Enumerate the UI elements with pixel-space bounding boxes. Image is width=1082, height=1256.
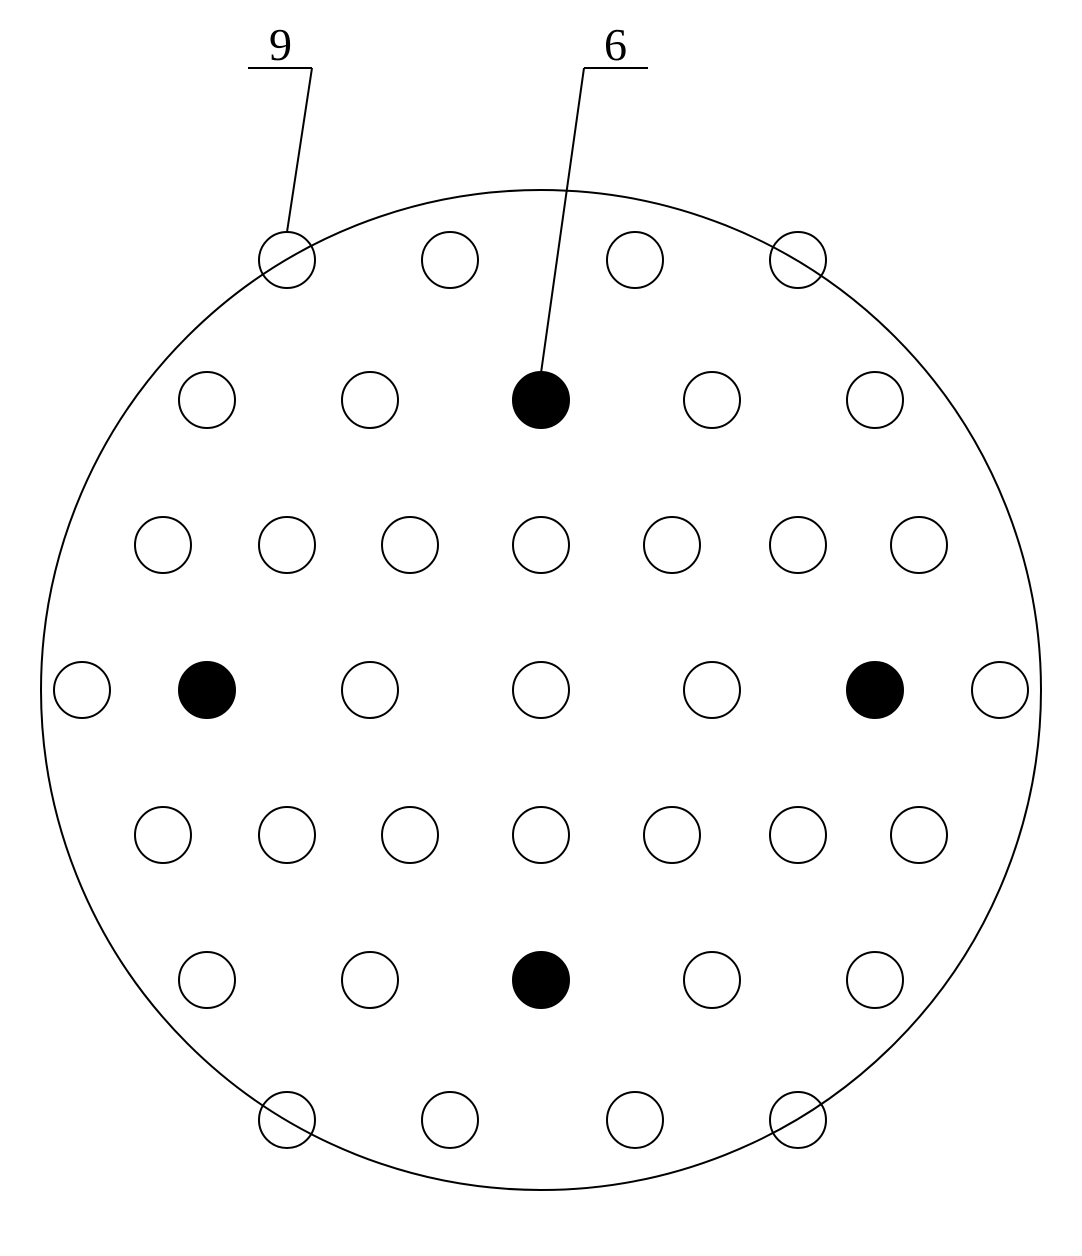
perforated-disc-diagram: 96 [0, 0, 1082, 1256]
background [0, 0, 1082, 1256]
filled-hole [847, 662, 903, 718]
filled-hole [513, 952, 569, 1008]
label-text: 9 [269, 19, 292, 70]
filled-hole [513, 372, 569, 428]
label-text: 6 [604, 19, 627, 70]
filled-hole [179, 662, 235, 718]
